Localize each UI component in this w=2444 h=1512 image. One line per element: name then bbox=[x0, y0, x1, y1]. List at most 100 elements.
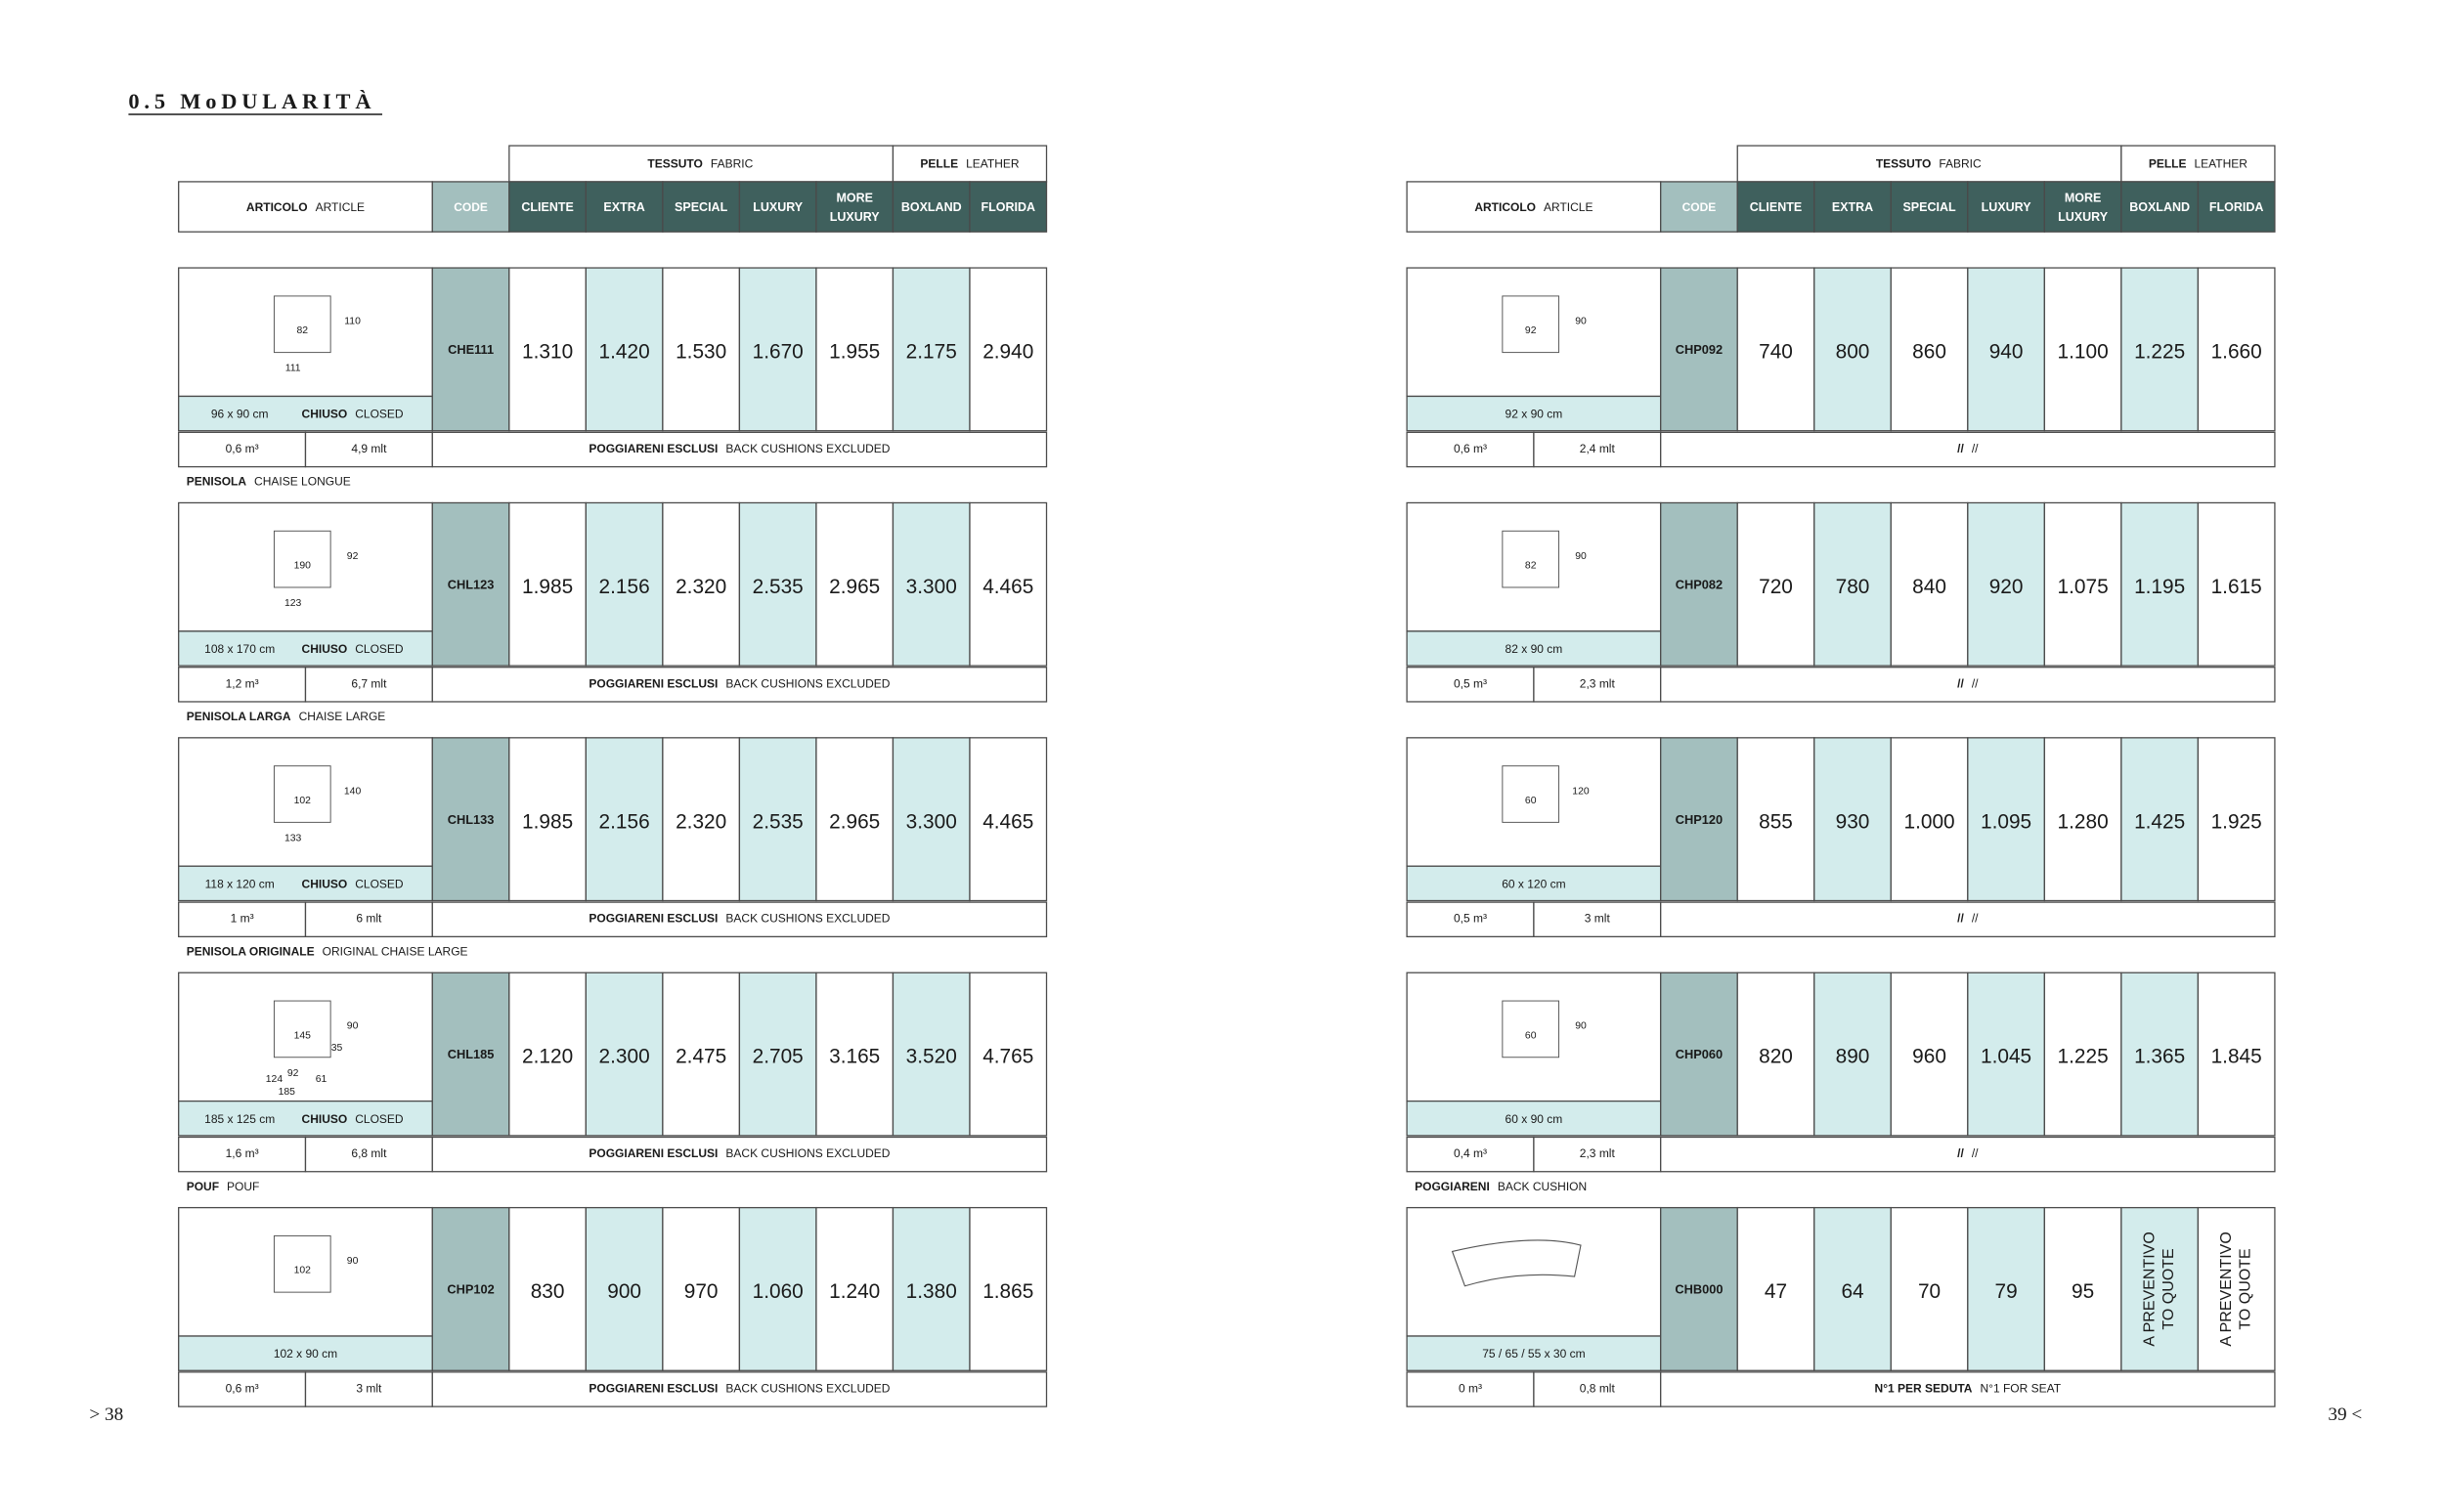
note-part: // bbox=[1972, 442, 1979, 455]
size-label-part: 96 x 90 cm bbox=[211, 408, 269, 421]
module-sketch bbox=[1502, 530, 1560, 588]
code-part: CHP102 bbox=[447, 1282, 494, 1297]
price-cell bbox=[738, 1206, 817, 1371]
module-sketch bbox=[1502, 765, 1560, 823]
note-part: // bbox=[1972, 677, 1979, 691]
group-label-part: FABRIC bbox=[1939, 156, 1982, 170]
dimension-label: 90 bbox=[347, 1020, 359, 1031]
price: 860 bbox=[1912, 340, 1946, 363]
price: 2.965 bbox=[829, 575, 880, 597]
price: 1.095 bbox=[1981, 810, 2031, 833]
price-cell bbox=[1813, 267, 1892, 432]
column-header-label-part: LUXURY bbox=[1982, 200, 2032, 214]
group-label: TESSUTO FABRIC bbox=[1876, 156, 1982, 170]
price-part: 1.955 bbox=[829, 340, 880, 363]
price: 1.660 bbox=[2211, 340, 2262, 363]
dimension-label-part: 92 bbox=[1525, 325, 1537, 336]
code-part: CHL123 bbox=[448, 578, 495, 592]
group-label-part: FABRIC bbox=[711, 156, 754, 170]
price-cell bbox=[2197, 1206, 2276, 1371]
size-label: 118 x 120 cm bbox=[205, 878, 275, 891]
price: 1.865 bbox=[982, 1280, 1033, 1303]
price-cell bbox=[2120, 737, 2200, 902]
price: 4.465 bbox=[982, 810, 1033, 833]
price-part: 2.965 bbox=[829, 810, 880, 833]
price: 1.225 bbox=[2058, 1045, 2109, 1067]
volume: 0 m³ bbox=[1459, 1382, 1482, 1396]
closed-label: CHIUSO CLOSED bbox=[302, 642, 404, 656]
dimension-label: 140 bbox=[344, 786, 362, 797]
article-header bbox=[1406, 181, 1662, 233]
dimension-label: 145 bbox=[294, 1030, 312, 1041]
price: 2.535 bbox=[753, 810, 804, 833]
price-cell bbox=[815, 972, 895, 1137]
price-part: 855 bbox=[1759, 810, 1793, 833]
code-part: CHL185 bbox=[448, 1048, 495, 1062]
size-label-part: 82 x 90 cm bbox=[1506, 642, 1563, 656]
column-header bbox=[1890, 181, 1969, 233]
column-header-label: SPECIAL bbox=[1902, 200, 1956, 214]
price-part: 2.320 bbox=[676, 575, 726, 597]
quote-label-part: A PREVENTIVO bbox=[2217, 1231, 2235, 1346]
price-cell bbox=[1967, 737, 2045, 902]
dimension-label: 185 bbox=[279, 1087, 296, 1098]
note-part: POGGIARENI ESCLUSI bbox=[589, 677, 718, 691]
dimension-label: 90 bbox=[1575, 316, 1587, 326]
volume-part: 1,6 m³ bbox=[226, 1146, 259, 1160]
code-header-label: CODE bbox=[1682, 200, 1717, 214]
volume-part: 0,6 m³ bbox=[226, 1382, 259, 1396]
price-part: 970 bbox=[684, 1280, 719, 1303]
column-header bbox=[892, 181, 971, 233]
price-part: 920 bbox=[1989, 575, 2024, 597]
price-cell bbox=[508, 267, 588, 432]
price-cell bbox=[969, 267, 1048, 432]
price: 79 bbox=[1994, 1280, 2017, 1303]
code-part: CHE111 bbox=[448, 342, 494, 357]
price-part: 47 bbox=[1765, 1280, 1787, 1303]
price: 2.940 bbox=[982, 340, 1033, 363]
price-part: 4.465 bbox=[982, 575, 1033, 597]
mlt-cell bbox=[1533, 1371, 1662, 1407]
price: 920 bbox=[1989, 575, 2024, 597]
price: 1.075 bbox=[2058, 575, 2109, 597]
price: 2.475 bbox=[676, 1045, 726, 1067]
price: 2.320 bbox=[676, 575, 726, 597]
column-header bbox=[2197, 181, 2276, 233]
price-cell bbox=[1813, 501, 1892, 667]
size-label: 108 x 170 cm bbox=[204, 642, 275, 656]
article-image bbox=[178, 737, 433, 867]
dimension-label: 133 bbox=[284, 833, 302, 843]
price-part: 2.300 bbox=[599, 1045, 650, 1067]
quote-label: TO QUOTE bbox=[2160, 1248, 2177, 1329]
article-image bbox=[1406, 972, 1662, 1102]
volume-cell bbox=[178, 431, 307, 468]
mlt-part: 6,8 mlt bbox=[351, 1146, 387, 1160]
column-header-label: LUXURY bbox=[753, 200, 804, 214]
article-image bbox=[178, 1206, 433, 1337]
mlt: 2,4 mlt bbox=[1580, 442, 1616, 455]
size-bar bbox=[1406, 395, 1662, 432]
section-title: 0.5 MoDULARITÀ bbox=[128, 89, 375, 113]
dimension-label: 123 bbox=[284, 598, 302, 609]
column-header-label: EXTRA bbox=[603, 200, 644, 214]
code: CHP082 bbox=[1676, 578, 1723, 592]
note: POGGIARENI ESCLUSI BACK CUSHIONS EXCLUDED bbox=[589, 442, 890, 455]
column-header bbox=[2043, 181, 2122, 233]
column-header-label: LUXURY bbox=[830, 210, 881, 224]
price-cell bbox=[2197, 267, 2276, 432]
price-part: 1.985 bbox=[522, 575, 573, 597]
dimension-label: 102 bbox=[294, 796, 312, 806]
price-cell bbox=[508, 1206, 588, 1371]
price-part: 4.765 bbox=[982, 1045, 1033, 1067]
size-label: 60 x 120 cm bbox=[1502, 878, 1565, 891]
column-header-label-part: CLIENTE bbox=[1750, 200, 1802, 214]
code-header bbox=[1660, 181, 1738, 233]
size-label: 102 x 90 cm bbox=[274, 1347, 337, 1361]
price-cell bbox=[585, 267, 664, 432]
price-part: 4.465 bbox=[982, 810, 1033, 833]
column-header-label: LUXURY bbox=[2058, 210, 2109, 224]
price: 1.365 bbox=[2134, 1045, 2185, 1067]
price-cell bbox=[2120, 1206, 2200, 1371]
price-cell bbox=[508, 501, 588, 667]
mlt: 6,7 mlt bbox=[351, 677, 387, 691]
